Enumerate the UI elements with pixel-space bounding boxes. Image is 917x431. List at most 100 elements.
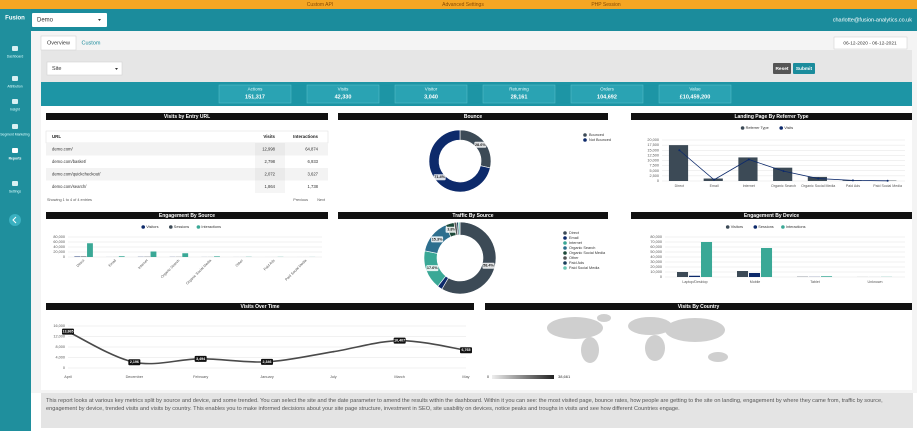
- kpi-box: [394, 84, 468, 104]
- x-tick-label: Tablet: [810, 280, 820, 284]
- caret: [98, 19, 101, 21]
- line-point: [678, 149, 681, 152]
- y-tick-label: 16,000: [53, 324, 65, 328]
- data-label-bg: [482, 262, 495, 269]
- legend-label: Referrer Type: [746, 126, 769, 130]
- nav-label[interactable]: Segment Marketing: [0, 132, 30, 136]
- button-label: Submit: [796, 66, 813, 72]
- table-cell: 2,072: [265, 171, 276, 176]
- y-tick-label: 0: [63, 255, 65, 259]
- x-tick-label: Mobile: [750, 280, 761, 284]
- data-label: 28.6%: [475, 143, 486, 147]
- kpi-bar: [41, 82, 912, 106]
- x-tick-label: Direct: [76, 259, 85, 268]
- y-tick-label: 15,000: [647, 148, 659, 152]
- nav-label[interactable]: Attribution: [7, 84, 22, 88]
- pie-slice: [458, 221, 461, 236]
- pie-slice: [441, 221, 497, 295]
- legend-swatch: [753, 225, 758, 229]
- sorted-col: [255, 180, 285, 193]
- data-label-bg: [445, 226, 458, 233]
- caret: [115, 68, 118, 70]
- panel-title-bar: [46, 113, 328, 120]
- tab[interactable]: Custom: [82, 40, 101, 46]
- account-select[interactable]: [32, 13, 107, 27]
- legend-label: Sessions: [758, 225, 774, 229]
- nav-label[interactable]: Reports: [9, 156, 22, 160]
- x-tick-label: Organic Search: [771, 184, 796, 188]
- kpi-box: [482, 84, 556, 104]
- data-label-bg: [393, 337, 406, 344]
- kpi-value: £10,459,200: [680, 94, 711, 100]
- top-link[interactable]: PHP Session: [591, 2, 621, 8]
- map-title-bar: [485, 303, 912, 310]
- legend-label: Organic Search: [569, 246, 595, 250]
- x-tick-label: Paid Social Media: [873, 184, 902, 188]
- pager[interactable]: Previous: [293, 198, 308, 202]
- line-point: [817, 177, 820, 180]
- x-tick-label: Unknown: [868, 280, 883, 284]
- x-tick-label: December: [126, 375, 144, 379]
- legend-label: Visits: [784, 126, 793, 130]
- y-tick-label: 20,000: [53, 250, 65, 254]
- nav-icon: [12, 124, 18, 129]
- legend-label: Organic Social Media: [569, 251, 606, 255]
- column-header: Interactions: [293, 134, 318, 139]
- table-row: [46, 180, 328, 193]
- y-tick-label: 20,000: [650, 265, 662, 269]
- legend-label: Bounced: [589, 133, 604, 137]
- x-tick-label: Email: [710, 184, 719, 188]
- legend-label: Interactions: [786, 225, 806, 229]
- y-tick-label: 50,000: [650, 250, 662, 254]
- panel-title: Engagement By Source: [159, 213, 215, 219]
- bar: [761, 248, 773, 277]
- data-label-bg: [261, 358, 273, 365]
- kpi-box: [306, 84, 380, 104]
- y-tick-label: 7,500: [649, 164, 659, 168]
- line-point: [886, 179, 889, 182]
- data-label-bg: [460, 347, 472, 354]
- data-label: 10,407: [394, 339, 405, 343]
- top-link[interactable]: Advanced Settings: [442, 2, 484, 8]
- tab[interactable]: Overview: [47, 40, 70, 46]
- nav-label[interactable]: Insight: [10, 107, 20, 111]
- y-tick-label: 60,000: [650, 245, 662, 249]
- nav-label[interactable]: Settings: [9, 189, 22, 193]
- date-range: 06-12-2020 - 06-12-2021: [843, 40, 897, 46]
- kpi-box: [570, 84, 644, 104]
- data-label: 58.4%: [483, 264, 494, 268]
- kpi-box: [658, 84, 732, 104]
- world-map: [547, 314, 728, 363]
- x-tick-label: March: [394, 375, 405, 379]
- y-tick-label: 60,000: [53, 240, 65, 244]
- line-point: [713, 178, 716, 181]
- legend-swatch: [563, 266, 567, 270]
- bar: [821, 276, 833, 277]
- kpi-value: 104,692: [597, 94, 617, 100]
- y-tick-label: 2,500: [649, 174, 659, 178]
- legend-label: Internet: [569, 241, 583, 245]
- bar: [749, 273, 761, 277]
- line-point: [851, 179, 854, 182]
- line-point: [332, 350, 335, 353]
- top-link[interactable]: Custom API: [307, 2, 333, 8]
- legend-swatch: [563, 261, 567, 265]
- collapse-button[interactable]: [9, 214, 21, 226]
- panel-title-bar: [631, 113, 912, 120]
- column-header: Visits: [263, 134, 275, 139]
- data-label: 3.8%: [447, 228, 456, 232]
- panel-title: Bounce: [464, 114, 483, 120]
- site-select[interactable]: [46, 61, 123, 76]
- x-tick-label: Internet: [743, 184, 755, 188]
- kpi-value: 3,040: [424, 94, 438, 100]
- reset-button[interactable]: [773, 63, 791, 74]
- data-label-bg: [433, 174, 446, 181]
- date-range-box[interactable]: [833, 36, 908, 50]
- tab-active[interactable]: [40, 35, 77, 51]
- x-tick-label: Laptop/Desktop: [682, 280, 707, 284]
- pager[interactable]: Next: [317, 198, 326, 202]
- nav-label[interactable]: Dashboard: [7, 54, 24, 58]
- legend-label: Visitors: [146, 225, 158, 229]
- submit-button[interactable]: [793, 63, 815, 74]
